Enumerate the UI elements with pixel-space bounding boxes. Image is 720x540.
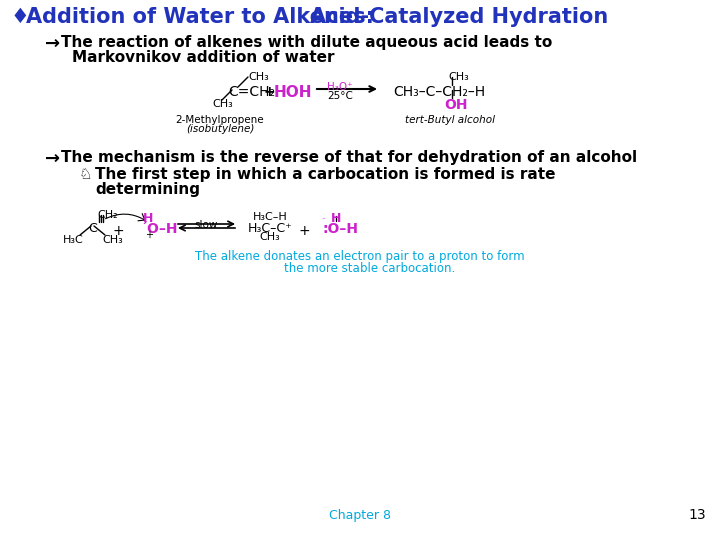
Text: →: → <box>45 35 60 53</box>
Text: →: → <box>45 150 60 168</box>
Text: CH₂: CH₂ <box>97 210 117 220</box>
Text: ♘: ♘ <box>78 167 91 182</box>
Text: the more sta: the more sta <box>284 262 360 275</box>
Text: H₃C: H₃C <box>63 235 84 245</box>
Text: (isobutylene): (isobutylene) <box>186 124 254 134</box>
Text: C=CH₂: C=CH₂ <box>228 85 275 99</box>
Text: H: H <box>330 212 341 225</box>
Text: H₃C–C⁺: H₃C–C⁺ <box>248 222 293 235</box>
Text: CH₃: CH₃ <box>448 72 469 82</box>
Text: tert-Butyl alcohol: tert-Butyl alcohol <box>405 115 495 125</box>
Text: HOH: HOH <box>274 85 312 100</box>
Text: H₃O⁺: H₃O⁺ <box>327 82 353 92</box>
Text: CH₃: CH₃ <box>212 99 233 109</box>
Text: :O–H: :O–H <box>322 222 358 236</box>
Text: CH₃: CH₃ <box>260 232 280 242</box>
Text: CH₃: CH₃ <box>248 72 269 82</box>
Text: Chapter 8: Chapter 8 <box>329 509 391 522</box>
Text: ´O–H: ´O–H <box>141 222 179 236</box>
Text: Markovnikov addition of water: Markovnikov addition of water <box>72 50 335 65</box>
Text: ··: ·· <box>321 215 326 224</box>
Text: 13: 13 <box>688 508 706 522</box>
Text: Acid-Catalyzed Hydration: Acid-Catalyzed Hydration <box>310 7 608 27</box>
Text: The reaction of alkenes with dilute aqueous acid leads to: The reaction of alkenes with dilute aque… <box>61 35 552 50</box>
Text: The mechanism is the reverse of that for dehydration of an alcohol: The mechanism is the reverse of that for… <box>61 150 637 165</box>
Text: H₃C–H: H₃C–H <box>253 212 288 222</box>
Text: The first step in which a carbocation is formed is rate: The first step in which a carbocation is… <box>95 167 556 182</box>
Text: CH₃: CH₃ <box>102 235 122 245</box>
Text: CH₃–C–CH₂–H: CH₃–C–CH₂–H <box>393 85 485 99</box>
Text: Addition of Water to Alkenes:: Addition of Water to Alkenes: <box>26 7 382 27</box>
FancyArrowPatch shape <box>105 214 145 221</box>
Text: 25°C: 25°C <box>327 91 353 101</box>
Text: +: + <box>264 85 281 99</box>
Text: +: + <box>145 230 153 240</box>
Text: 2-Methylpropene: 2-Methylpropene <box>176 115 264 125</box>
Text: OH: OH <box>444 98 467 112</box>
Text: +: + <box>112 224 124 238</box>
Text: +: + <box>298 224 310 238</box>
Text: ble carbocation.: ble carbocation. <box>360 262 455 275</box>
Text: C: C <box>88 222 96 235</box>
Text: The alkene donates an electron pair to a proton to form: The alkene donates an electron pair to a… <box>195 250 525 263</box>
Text: H: H <box>143 212 153 225</box>
Text: ··: ·· <box>139 215 144 224</box>
Text: determining: determining <box>95 182 200 197</box>
Text: ♦: ♦ <box>10 7 29 27</box>
Text: slow: slow <box>194 220 217 230</box>
